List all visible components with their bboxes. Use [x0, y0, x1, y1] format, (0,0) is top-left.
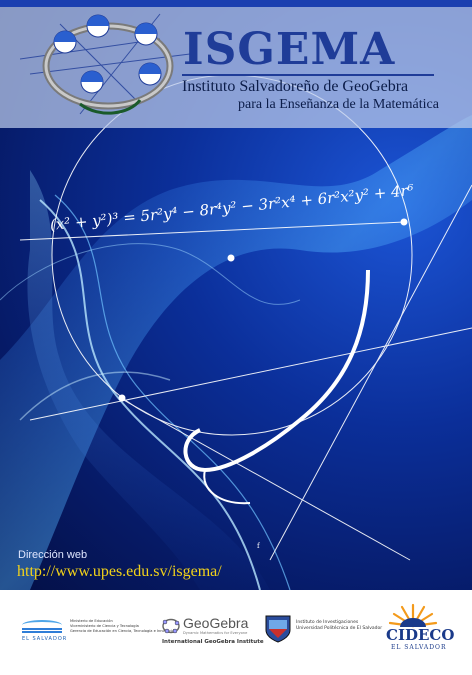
- construction-point: [400, 218, 408, 226]
- mined-line: Viceministerio de Ciencia y Tecnología: [70, 624, 139, 628]
- construction-line: [19, 221, 405, 241]
- cideco-name: CIDECO: [386, 626, 455, 644]
- mined-logo-name: EL SALVADOR: [22, 636, 68, 642]
- isgema-logo-ring: [20, 13, 191, 115]
- swirl-line: [0, 243, 301, 306]
- upes-line: Universidad Politécnica de El Salvador: [296, 626, 383, 631]
- sponsor-footer: [0, 590, 472, 675]
- cideco-sun-icon: [388, 603, 438, 628]
- geogebra-tagline: Dynamic Mathematics for Everyone: [183, 631, 248, 635]
- swirl-shape: [0, 115, 472, 590]
- brand-rule: [182, 74, 434, 76]
- curve-f-tail: [203, 469, 251, 505]
- upes-shield-icon: [265, 615, 291, 643]
- curve-f: [183, 269, 370, 473]
- hero-background: f: [0, 0, 472, 590]
- web-url-link[interactable]: http://www.upes.edu.sv/isgema/: [17, 563, 222, 580]
- mined-line: Ministerio de Educación: [70, 619, 113, 623]
- geogebra-name: GeoGebra: [183, 615, 249, 631]
- hero-artwork: f: [0, 74, 472, 590]
- mined-logo-icon: [22, 620, 62, 630]
- cideco-subtitle: EL SALVADOR: [391, 644, 447, 651]
- upes-line: Instituto de Investigaciones: [296, 620, 359, 625]
- geogebra-institute: International GeoGebra Institute: [162, 639, 264, 645]
- brand-subtitle-2: para la Enseñanza de la Matemática: [238, 97, 439, 112]
- top-strip: [0, 0, 472, 7]
- construction-point: [227, 254, 235, 262]
- web-label: Dirección web: [18, 549, 88, 561]
- construction-line: [269, 184, 472, 561]
- construction-line: [29, 327, 472, 421]
- graph-label-f: f: [257, 542, 261, 550]
- el-salvador-flag-icon: [22, 628, 62, 633]
- upes-text: Instituto de Investigaciones Universidad…: [296, 620, 382, 632]
- construction-line: [119, 397, 411, 561]
- brand-title: ISGEMA: [183, 24, 396, 75]
- brand-subtitle-1: Instituto Salvadoreño de GeoGebra: [182, 78, 409, 95]
- construction-point: [118, 394, 126, 402]
- mined-logo-text: Ministerio de Educación Viceministerio d…: [70, 619, 177, 634]
- swirl-line: [19, 371, 171, 421]
- swirl-shape: [27, 170, 270, 590]
- mined-line: Gerencia de Educación en Ciencia, Tecnol…: [70, 629, 177, 633]
- geogebra-icon: [162, 618, 180, 634]
